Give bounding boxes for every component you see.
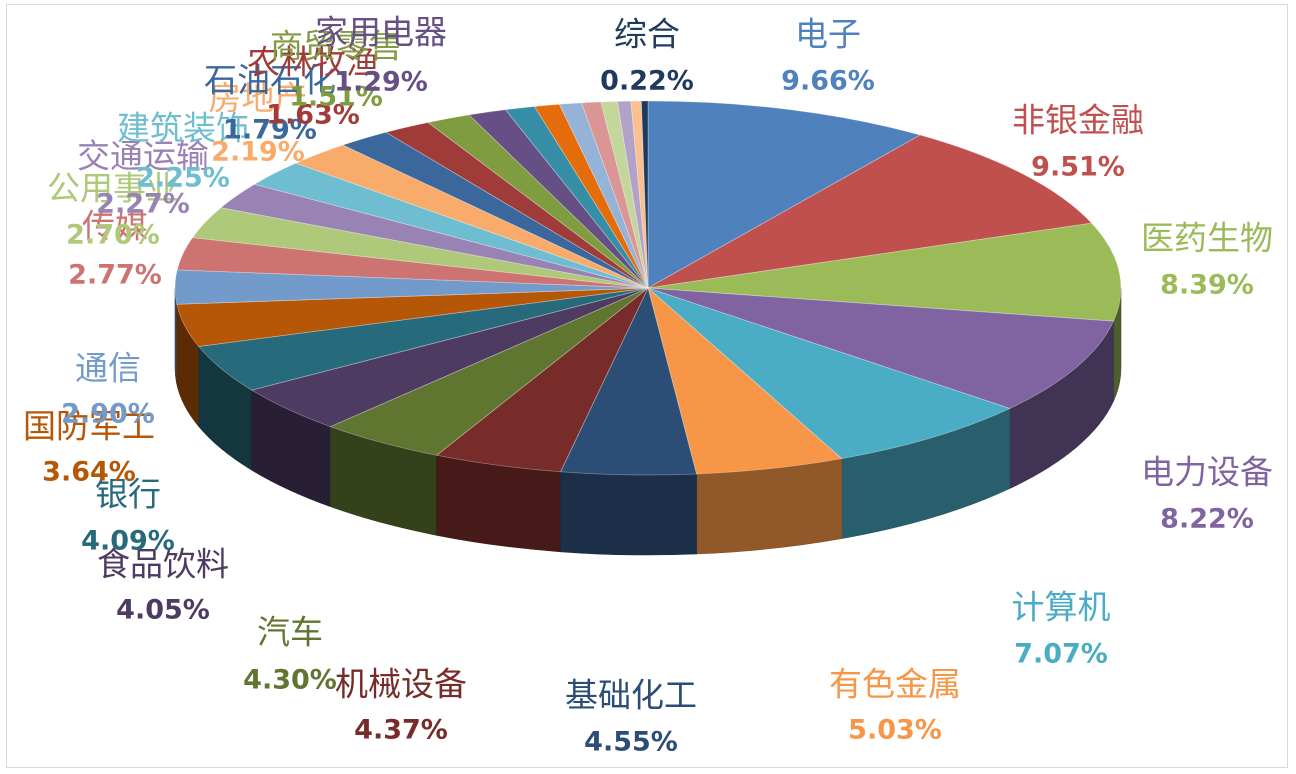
slice-label-20: 商贸零售 xyxy=(270,27,402,66)
slice-value-label-3: 8.22% xyxy=(1160,504,1254,535)
pie-top-group xyxy=(174,100,1122,476)
slice-label-8: 汽车 xyxy=(257,613,323,652)
slice-label-6: 基础化工 xyxy=(565,676,697,715)
slice-label-21: 家用电器 xyxy=(315,13,447,52)
pie-label-group: 电子 9.66% 非银金融 9.51% 医药生物 8.39% 电力设备 8.22% 计算机 7.0… xyxy=(23,13,1273,758)
pie-slice-21 xyxy=(468,109,649,289)
pie-slice-8 xyxy=(329,287,649,456)
slice-value-label-17: 2.19% xyxy=(211,137,305,168)
slice-value-label-12: 2.90% xyxy=(61,399,155,430)
slice-label-29: 综合 xyxy=(614,15,680,54)
pie-slice-25 xyxy=(581,101,649,289)
slice-value-label-2: 8.39% xyxy=(1160,270,1254,301)
slice-value-label-11: 3.64% xyxy=(42,457,136,488)
slice-label-3: 电力设备 xyxy=(1141,453,1273,492)
pie-slice-5 xyxy=(647,286,843,475)
pie-slice-1 xyxy=(647,134,1093,289)
slice-label-14: 公用事业 xyxy=(47,169,179,208)
pie-slice-29 xyxy=(640,100,649,289)
pie-side-group xyxy=(174,287,1122,556)
slice-value-label-21: 1.29% xyxy=(334,67,428,98)
slice-value-label-6: 4.55% xyxy=(584,727,678,758)
pie-slice-0 xyxy=(647,100,922,289)
slice-label-9: 食品饮料 xyxy=(97,545,229,584)
slice-label-1: 非银金融 xyxy=(1012,101,1144,140)
slice-value-label-20: 1.51% xyxy=(289,82,383,113)
slice-value-label-16: 2.25% xyxy=(136,163,230,194)
slice-value-label-5: 5.03% xyxy=(848,715,942,746)
pie-slice-17 xyxy=(294,144,649,289)
slice-label-11: 国防军工 xyxy=(23,407,155,446)
slice-value-label-8: 4.30% xyxy=(243,665,337,696)
pie-slice-7 xyxy=(435,287,649,473)
pie-slice-24 xyxy=(558,102,649,289)
slice-label-5: 有色金属 xyxy=(829,665,961,704)
pie-slice-side-6 xyxy=(560,471,697,556)
slice-label-17: 房地产 xyxy=(209,79,308,118)
slice-label-10: 银行 xyxy=(95,475,161,514)
pie-slice-23 xyxy=(533,103,649,289)
pie-slice-15 xyxy=(220,183,649,289)
pie-slice-2 xyxy=(647,222,1122,322)
pie-slice-18 xyxy=(341,131,649,289)
pie-slice-12 xyxy=(174,269,649,305)
slice-label-12: 通信 xyxy=(75,349,141,388)
slice-value-label-29: 0.22% xyxy=(600,66,694,97)
pie-slice-19 xyxy=(384,122,649,289)
slice-label-19: 农林牧渔 xyxy=(247,43,379,82)
slice-label-4: 计算机 xyxy=(1012,588,1111,627)
slice-value-label-18: 1.79% xyxy=(223,115,317,146)
slice-value-label-9: 4.05% xyxy=(116,595,210,626)
pie-slice-4 xyxy=(647,287,1011,460)
pie-slice-16 xyxy=(253,162,649,289)
pie-slice-11 xyxy=(176,287,649,347)
slice-value-label-7: 4.37% xyxy=(354,715,448,746)
slice-value-label-10: 4.09% xyxy=(81,526,175,557)
pie-slice-22 xyxy=(504,106,649,289)
pie-slice-27 xyxy=(616,100,649,289)
slice-label-18: 石油石化 xyxy=(204,61,336,100)
slice-value-label-0: 9.66% xyxy=(781,66,875,97)
slice-label-13: 传媒 xyxy=(82,207,148,246)
pie-slice-14 xyxy=(191,207,649,289)
slice-label-7: 机械设备 xyxy=(335,665,467,704)
slice-label-0: 电子 xyxy=(795,15,861,54)
pie-slice-3 xyxy=(647,287,1115,409)
pie-slice-13 xyxy=(176,237,649,289)
slice-value-label-19: 1.63% xyxy=(266,100,360,131)
pie-slice-20 xyxy=(427,114,649,289)
slice-value-label-14: 2.70% xyxy=(66,220,160,251)
pie-slice-6 xyxy=(559,286,698,476)
pie-slice-26 xyxy=(600,100,649,289)
chart-frame xyxy=(6,4,1288,768)
pie-slice-9 xyxy=(250,287,649,428)
slice-value-label-13: 2.77% xyxy=(68,260,162,291)
slice-value-label-15: 2.27% xyxy=(96,189,190,220)
slice-value-label-4: 7.07% xyxy=(1014,639,1108,670)
slice-label-15: 交通运输 xyxy=(77,137,209,176)
pie-slice-28 xyxy=(630,100,649,289)
slice-value-label-1: 9.51% xyxy=(1031,152,1125,183)
slice-label-2: 医药生物 xyxy=(1141,219,1273,258)
slice-label-16: 建筑装饰 xyxy=(117,109,249,148)
pie-slice-10 xyxy=(197,287,649,391)
